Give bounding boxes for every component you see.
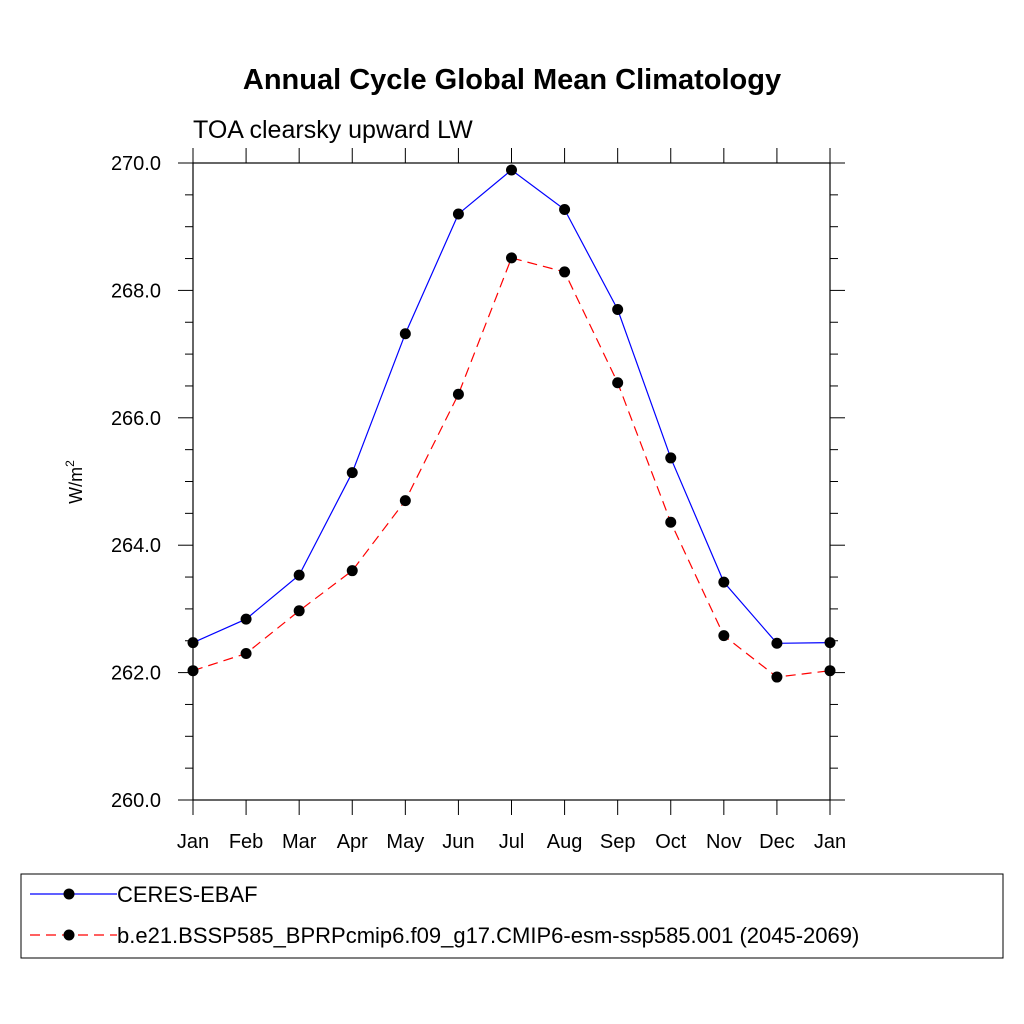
x-tick-label: Sep [600, 831, 636, 853]
data-point-series-0 [187, 637, 199, 649]
y-tick-label: 268.0 [111, 280, 161, 302]
legend-box [20, 873, 1004, 959]
y-axis-label: W/m2 [63, 460, 86, 504]
data-point-series-1 [612, 377, 624, 389]
data-point-series-0 [771, 637, 783, 649]
chart-title: Annual Cycle Global Mean Climatology [243, 64, 781, 96]
data-point-series-1 [187, 665, 199, 677]
x-tick-label: Oct [655, 831, 687, 853]
x-tick-label: Aug [547, 831, 583, 853]
x-tick-label: Jan [177, 831, 209, 853]
x-tick-label: Jan [814, 831, 846, 853]
y-axis-label-text: W/m [66, 467, 86, 504]
series-line-0 [192, 169, 831, 644]
data-point-series-1 [399, 495, 411, 507]
y-tick-label: 270.0 [111, 153, 161, 175]
data-point-series-0 [612, 304, 624, 316]
data-point-series-0 [293, 569, 305, 581]
data-point-series-1 [506, 252, 517, 264]
y-tick-label: 266.0 [111, 408, 161, 430]
x-tick-label: Dec [759, 831, 795, 853]
legend-marker-ceres [63, 888, 75, 900]
y-tick-label: 264.0 [111, 535, 161, 557]
chart-subtitle: TOA clearsky upward LW [193, 116, 473, 144]
data-point-series-0 [506, 164, 517, 176]
axis-ticks [178, 148, 845, 815]
y-tick-label: 260.0 [111, 790, 161, 812]
legend-marker-model [63, 929, 75, 941]
data-point-series-1 [293, 605, 305, 617]
data-point-series-1 [559, 266, 571, 278]
x-tick-label: Jun [442, 831, 474, 853]
data-point-series-1 [665, 516, 677, 528]
legend-label-model: b.e21.BSSP585_BPRPcmip6.f09_g17.CMIP6-es… [117, 923, 859, 948]
data-point-series-0 [559, 204, 571, 216]
y-axis-label-superscript: 2 [63, 460, 77, 467]
x-tick-labels: Jan Feb Mar Apr May Jun Jul Aug Sep Oct Nov Dec Jan [177, 831, 846, 853]
data-point-series-0 [665, 452, 677, 464]
x-tick-label: Nov [706, 831, 742, 853]
data-point-series-1 [452, 388, 464, 400]
y-tick-label: 262.0 [111, 663, 161, 685]
series-layer [187, 164, 836, 683]
legend-entry-ceres: CERES-EBAF [30, 882, 258, 907]
y-tick-labels: 260.0 262.0 264.0 266.0 268.0 270.0 [111, 153, 161, 812]
data-point-series-0 [824, 637, 836, 649]
x-tick-label: Feb [229, 831, 263, 853]
data-point-series-1 [824, 665, 836, 677]
svg-text:W/m2: W/m2 [63, 460, 86, 504]
data-point-series-0 [399, 328, 411, 340]
series-line-1 [192, 257, 831, 678]
x-tick-label: May [386, 831, 424, 853]
x-tick-label: Apr [337, 831, 368, 853]
data-point-series-0 [452, 208, 464, 220]
data-point-series-0 [718, 576, 730, 588]
x-tick-label: Jul [499, 831, 525, 853]
data-point-series-1 [718, 630, 730, 642]
data-point-series-1 [771, 671, 783, 683]
legend-entry-model: b.e21.BSSP585_BPRPcmip6.f09_g17.CMIP6-es… [30, 923, 859, 948]
data-point-series-1 [240, 647, 252, 659]
legend-label-ceres: CERES-EBAF [117, 882, 258, 907]
x-tick-label: Mar [282, 831, 317, 853]
data-point-series-1 [346, 565, 358, 577]
data-point-series-0 [240, 613, 252, 625]
data-point-series-0 [346, 467, 358, 479]
